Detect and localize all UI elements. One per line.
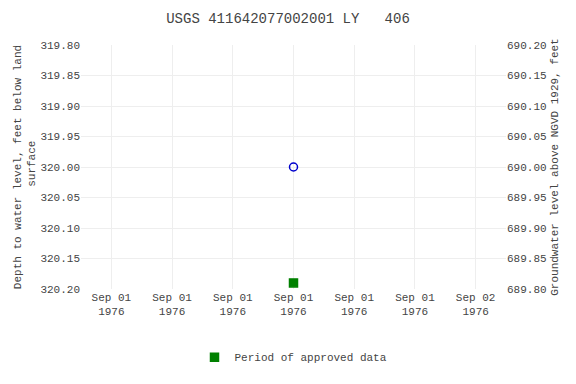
svg-text:Sep 011976: Sep 011976 (152, 292, 192, 318)
svg-text:690.05: 690.05 (507, 131, 547, 143)
svg-text:Sep 011976: Sep 011976 (274, 292, 314, 318)
svg-text:320.00: 320.00 (40, 162, 80, 174)
svg-text:690.15: 690.15 (507, 70, 547, 82)
svg-text:319.90: 319.90 (40, 101, 80, 113)
svg-text:690.20: 690.20 (507, 40, 547, 52)
svg-text:USGS 411642077002001 LY 406: USGS 411642077002001 LY 406 (166, 11, 410, 27)
svg-text:320.10: 320.10 (40, 223, 80, 235)
svg-text:319.80: 319.80 (40, 40, 80, 52)
svg-text:689.95: 689.95 (507, 192, 547, 204)
svg-text:319.95: 319.95 (40, 131, 80, 143)
svg-text:Sep 011976: Sep 011976 (213, 292, 253, 318)
svg-text:Period of approved data: Period of approved data (235, 352, 387, 364)
svg-text:689.80: 689.80 (507, 284, 547, 296)
svg-text:Sep 011976: Sep 011976 (395, 292, 435, 318)
svg-text:689.85: 689.85 (507, 253, 547, 265)
svg-text:690.10: 690.10 (507, 101, 547, 113)
svg-text:Groundwater level above NGVD 1: Groundwater level above NGVD 1929, feet (549, 38, 561, 295)
svg-text:Sep 011976: Sep 011976 (92, 292, 132, 318)
svg-text:319.85: 319.85 (40, 70, 80, 82)
svg-text:689.90: 689.90 (507, 223, 547, 235)
svg-text:320.05: 320.05 (40, 192, 80, 204)
svg-text:320.15: 320.15 (40, 253, 80, 265)
svg-text:Sep 021976: Sep 021976 (456, 292, 496, 318)
svg-text:690.00: 690.00 (507, 162, 547, 174)
svg-text:320.20: 320.20 (40, 284, 80, 296)
svg-text:Depth to water level, feet bel: Depth to water level, feet below land su… (12, 45, 38, 289)
svg-text:Sep 011976: Sep 011976 (334, 292, 374, 318)
